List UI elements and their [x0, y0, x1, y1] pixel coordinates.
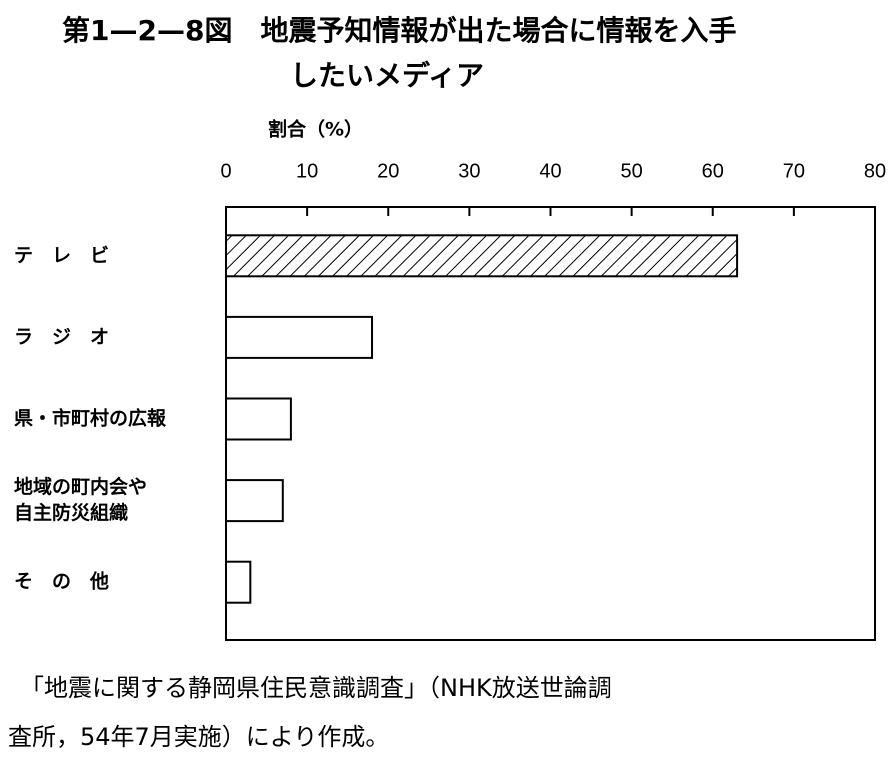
bar — [225, 479, 284, 523]
x-tick-label: 20 — [377, 160, 399, 182]
x-tick-label: 10 — [296, 160, 318, 182]
x-tick-label: 70 — [783, 160, 805, 182]
x-tick-label: 40 — [539, 160, 561, 182]
bar — [225, 234, 739, 278]
x-tick-label: 60 — [702, 160, 724, 182]
x-tick-label: 30 — [458, 160, 480, 182]
axis-label: 割合（%） — [268, 118, 363, 141]
y-tick-label: そ の 他 — [14, 570, 109, 593]
y-tick-label: テ レ ビ — [14, 244, 109, 266]
chart-title: したいメディア — [290, 59, 484, 92]
y-tick-label: 県・市町村の広報 — [14, 407, 167, 430]
x-tick-label: 80 — [864, 160, 886, 182]
source-note: 査所，54年7月実施）により作成。 — [8, 723, 389, 751]
y-tick-label: 地域の町内会や — [14, 475, 147, 498]
y-tick-label: 自主防災組織 — [14, 501, 128, 524]
bar — [225, 560, 252, 604]
chart-title: 第1—2—8図 地震予知情報が出た場合に情報を入手 — [62, 14, 736, 47]
source-note: 「地震に関する静岡県住民意識調査」（NHK放送世論調 — [20, 674, 612, 702]
bar — [225, 315, 374, 359]
x-tick-label: 50 — [621, 160, 643, 182]
bar — [225, 397, 292, 441]
y-tick-label: ラ ジ オ — [14, 326, 109, 348]
x-tick-label: 0 — [220, 160, 231, 182]
